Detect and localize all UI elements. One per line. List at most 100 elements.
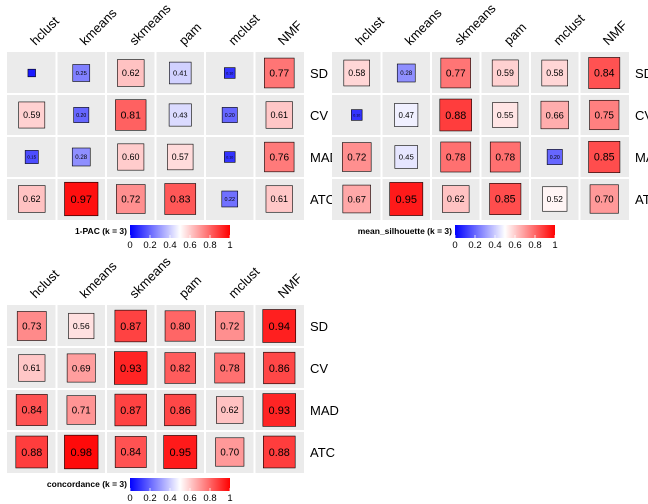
legend-tick-label: 1 [552,240,557,251]
heatmap-cell-SD-mclust [215,311,245,341]
heatmap-cell-MAD-NMF [262,393,296,427]
cell-value-label: 0.87 [120,321,141,333]
heatmap-cell-ATC-kmeans [64,181,99,217]
column-label-NMF: NMF [600,18,631,49]
cell-value-label: 0.95 [396,194,417,206]
heatmap-cell-MAD-hclust [24,150,39,164]
heatmap-cell-SD-pam [169,61,192,85]
heatmap-cell-MAD-mclust [216,396,244,424]
heatmap-cell-CV-hclust [351,109,363,121]
legend-tick-label: 0.6 [508,240,521,251]
cell-value-label: 0.87 [120,405,141,417]
cell-value-label: 0.57 [172,152,189,162]
legend-tick-label: 0.8 [528,240,541,251]
cell-value-label: 0.73 [22,321,42,332]
cell-value-label: 0.85 [495,194,516,206]
heatmap-cell-CV-pam [164,352,196,384]
legend-title: mean_silhouette (k = 3) [358,226,452,236]
legend-tick-label: 0 [127,240,132,251]
cell-value-label: 0.66 [546,109,564,120]
column-label-mclust: mclust [550,11,587,48]
heatmap-cell-CV-hclust [18,101,46,129]
cell-value-label: 0.97 [71,194,92,206]
row-label-CV: CV [635,108,648,123]
legend-tick-label: 0.8 [203,493,216,504]
cell-value-label: 0.77 [446,69,466,80]
cell-value-label: 0.86 [170,405,191,417]
cell-value-label: 0.61 [270,194,288,204]
cell-value-label: 0.85 [594,152,615,164]
column-label-kmeans: kmeans [402,5,445,48]
cell-value-label: 0.86 [269,363,290,375]
cell-value-label: 0.72 [347,152,366,163]
legend-tick-label: 0.4 [163,493,176,504]
cell-value-label: 0.94 [269,321,290,333]
legend-color-bar [455,225,555,238]
cell-value-label: 0.88 [21,447,42,459]
heatmap-cell-CV-kmeans [73,107,90,123]
cell-value-label: 0.28 [75,154,87,161]
column-label-kmeans: kmeans [77,5,120,48]
column-label-skmeans: skmeans [126,0,174,48]
heatmap-cell-MAD-kmeans [394,145,418,169]
heatmap-cell-SD-skmeans [440,57,471,89]
cell-value-label: 0.55 [497,110,514,120]
cell-value-label: 0.59 [23,110,40,120]
cell-value-label: 0.76 [269,153,289,164]
cell-value-label: 0.82 [170,364,191,375]
cell-value-label: 0.81 [121,111,141,122]
heatmap-cell-CV-skmeans [114,351,148,385]
cell-value-label: 0.41 [173,69,187,78]
heatmap-panel-1: hclust kmeans skmeans pam mclust NMF SD CV MAD AT… [7,0,339,251]
cell-value-label: 0.28 [400,70,412,77]
heatmap-cell-SD-skmeans [114,309,147,343]
cell-value-label: 0.70 [595,194,614,205]
heatmap-cell-CV-mclust [214,352,246,384]
heatmap-cell-SD-kmeans [396,63,416,83]
legend-tick-label: 1 [227,493,232,504]
heatmap-cell-MAD-kmeans [66,395,96,425]
cell-value-label: 0.84 [594,68,615,80]
heatmap-cell-SD-mclust [541,59,568,87]
heatmap-cell-ATC-mclust [221,190,239,208]
heatmap-cell-MAD-NMF [588,141,621,173]
row-label-SD: SD [310,66,328,81]
cell-value-label: 0.98 [71,447,92,459]
heatmap-cell-CV-mclust [221,107,238,123]
heatmap-cell-ATC-skmeans [114,436,147,468]
heatmap-cell-ATC-pam [163,435,198,469]
legend-tick-label: 0.6 [183,493,196,504]
cell-value-label: 0.10 [226,71,233,75]
heatmap-cell-SD-mclust [224,67,236,79]
cell-value-label: 0.56 [73,321,90,331]
cell-value-label: 0.72 [121,194,140,205]
cell-value-label: 0.61 [270,110,288,120]
row-label-CV: CV [310,108,328,123]
cell-value-label: 0.88 [445,110,466,122]
column-label-skmeans: skmeans [126,253,174,301]
heatmap-cell-CV-mclust [540,100,569,130]
cell-value-label: 0.20 [76,113,86,119]
heatmap-cell-MAD-pam [167,143,194,171]
cell-value-label: 0.15 [27,155,36,160]
cell-value-label: 0.62 [122,68,140,78]
cell-value-label: 0.70 [220,447,239,458]
legend-color-bar [130,225,230,238]
legend-tick-label: 0.4 [488,240,501,251]
heatmap-cell-SD-NMF [262,309,297,343]
cell-value-label: 0.88 [269,447,290,459]
heatmap-cell-SD-NMF [588,57,621,89]
legend-tick-label: 0.8 [203,240,216,251]
column-label-pam: pam [176,273,204,301]
cell-value-label: 0.71 [72,405,91,416]
heatmap-cell-CV-kmeans [394,103,419,127]
heatmap-cell-SD-hclust [16,311,47,341]
cell-value-label: 0.10 [226,155,233,159]
column-label-pam: pam [176,20,204,48]
heatmap-cell-MAD-pam [489,141,521,173]
cell-value-label: 0.25 [76,71,87,77]
heatmap-cell-ATC-pam [489,183,522,215]
heatmap-cell-SD-kmeans [72,64,91,82]
